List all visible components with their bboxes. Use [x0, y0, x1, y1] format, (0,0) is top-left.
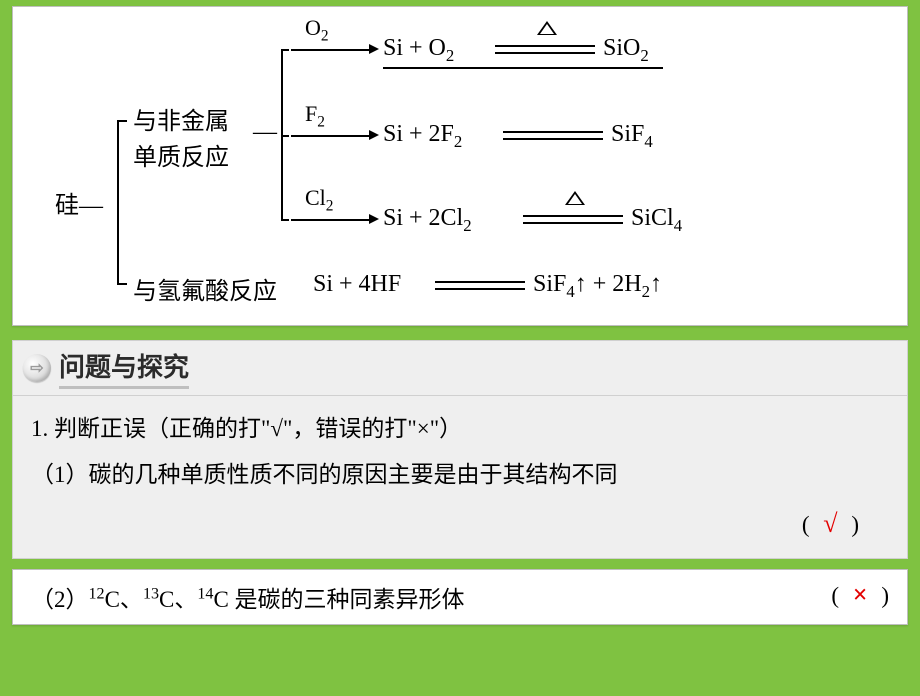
question-item-1: （1）碳的几种单质性质不同的原因主要是由于其结构不同	[31, 452, 889, 498]
r2-eq-top	[503, 131, 603, 133]
r1-rhs: SiO2	[603, 35, 649, 66]
inner-bracket-t2	[281, 135, 289, 137]
branch1-dash: —	[253, 119, 277, 146]
r1-lhs: Si + O2	[383, 35, 454, 66]
r3-arrow-line	[291, 219, 371, 221]
question-panel: 1. 判断正误（正确的打"√"，错误的打"×"） （1）碳的几种单质性质不同的原…	[12, 396, 908, 559]
r3-eq-bot	[523, 222, 623, 224]
r2-eq-bot	[503, 138, 603, 140]
check-mark-icon: √	[815, 509, 845, 538]
section-header: ⇨ 问题与探究	[12, 340, 908, 396]
branch1-label-line1: 与非金属	[133, 101, 229, 136]
r3-lhs: Si + 2Cl2	[383, 205, 472, 236]
r2-arrow-head	[369, 130, 379, 140]
inner-bracket-t3	[281, 219, 289, 221]
answer-row-2: ( × )	[831, 580, 889, 610]
r1-eq-bot	[495, 52, 595, 54]
outer-bracket-vline	[117, 120, 119, 285]
section-title: 问题与探究	[59, 347, 189, 389]
branch2-lhs: Si + 4HF	[313, 271, 401, 298]
r3-rhs: SiCl4	[631, 205, 682, 236]
r3-heat-icon	[565, 191, 585, 205]
r1-arrow-line	[291, 49, 371, 51]
question-item-2-card: （2）12C、13C、14C 是碳的三种同素异形体 ( × )	[12, 569, 908, 625]
cross-mark-icon: ×	[845, 580, 876, 609]
r2-lhs: Si + 2F2	[383, 121, 462, 152]
r2-arrow-line	[291, 135, 371, 137]
branch2-label: 与氢氟酸反应	[133, 271, 277, 306]
b2-eq-top	[435, 281, 525, 283]
outer-bracket-top-tick	[117, 120, 127, 122]
r1-arrow-head	[369, 44, 379, 54]
reaction-diagram: 硅— 与非金属 单质反应 — O2 Si + O2 SiO2 F2 Si + 2…	[25, 15, 895, 315]
question-item-2: （2）12C、13C、14C 是碳的三种同素异形体	[31, 587, 465, 612]
r3-cond: Cl2	[305, 185, 334, 215]
r1-cond: O2	[305, 15, 329, 45]
answer-row-1: ( √ )	[31, 498, 889, 550]
r1-heat-icon	[537, 21, 557, 35]
r1-underline	[383, 67, 663, 69]
r3-arrow-head	[369, 214, 379, 224]
arrow-circle-icon: ⇨	[23, 354, 51, 382]
r3-eq-top	[523, 215, 623, 217]
inner-bracket-t1	[281, 49, 289, 51]
question-stem: 1. 判断正误（正确的打"√"，错误的打"×"）	[31, 406, 889, 452]
r2-rhs: SiF4	[611, 121, 653, 152]
r2-cond: F2	[305, 101, 325, 131]
root-label: 硅—	[55, 185, 103, 220]
reaction-diagram-card: 硅— 与非金属 单质反应 — O2 Si + O2 SiO2 F2 Si + 2…	[12, 6, 908, 326]
branch1-label-line2: 单质反应	[133, 137, 229, 172]
b2-eq-bot	[435, 288, 525, 290]
r1-eq-top	[495, 45, 595, 47]
branch2-rhs: SiF4↑ + 2H2↑	[533, 271, 662, 302]
outer-bracket-bot-tick	[117, 283, 127, 285]
